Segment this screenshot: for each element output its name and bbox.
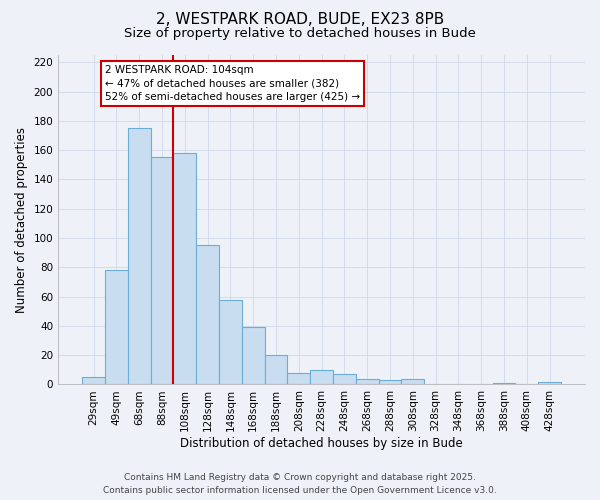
Bar: [151, 158, 173, 384]
Y-axis label: Number of detached properties: Number of detached properties: [15, 126, 28, 312]
Bar: [401, 378, 424, 384]
Bar: [242, 328, 265, 384]
Bar: [173, 153, 196, 384]
Bar: [493, 383, 515, 384]
Bar: [538, 382, 561, 384]
Bar: [310, 370, 333, 384]
Bar: [219, 300, 242, 384]
X-axis label: Distribution of detached houses by size in Bude: Distribution of detached houses by size …: [180, 437, 463, 450]
Bar: [82, 377, 105, 384]
Bar: [265, 355, 287, 384]
Bar: [379, 380, 401, 384]
Bar: [128, 128, 151, 384]
Bar: [287, 372, 310, 384]
Bar: [196, 246, 219, 384]
Text: Contains HM Land Registry data © Crown copyright and database right 2025.
Contai: Contains HM Land Registry data © Crown c…: [103, 474, 497, 495]
Bar: [356, 378, 379, 384]
Bar: [333, 374, 356, 384]
Text: Size of property relative to detached houses in Bude: Size of property relative to detached ho…: [124, 28, 476, 40]
Bar: [105, 270, 128, 384]
Text: 2 WESTPARK ROAD: 104sqm
← 47% of detached houses are smaller (382)
52% of semi-d: 2 WESTPARK ROAD: 104sqm ← 47% of detache…: [105, 65, 360, 102]
Text: 2, WESTPARK ROAD, BUDE, EX23 8PB: 2, WESTPARK ROAD, BUDE, EX23 8PB: [156, 12, 444, 28]
